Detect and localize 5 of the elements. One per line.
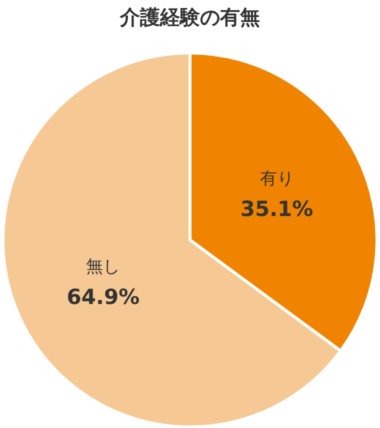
data-label: 64.9%: [66, 284, 140, 309]
slice-label: 有り: [260, 169, 294, 190]
data-label: 35.1%: [240, 197, 314, 222]
chart-title: 介護経験の有無: [119, 5, 260, 29]
slice-label: 無し: [86, 256, 120, 277]
